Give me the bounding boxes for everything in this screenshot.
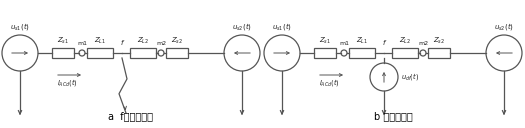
Bar <box>392 48 418 58</box>
Bar <box>314 48 336 58</box>
Text: $u_{s1}(t)$: $u_{s1}(t)$ <box>10 21 30 32</box>
Text: $u_{s2}(t)$: $u_{s2}(t)$ <box>494 21 514 32</box>
Circle shape <box>420 50 426 56</box>
Bar <box>87 48 113 58</box>
Bar <box>428 48 450 58</box>
Text: a  f点短路故障: a f点短路故障 <box>109 111 153 121</box>
Text: $Z_{s1}$: $Z_{s1}$ <box>57 36 69 46</box>
Text: $I_{ACd}(t)$: $I_{ACd}(t)$ <box>57 77 78 88</box>
Circle shape <box>341 50 347 56</box>
Text: $Z_{s1}$: $Z_{s1}$ <box>319 36 331 46</box>
Circle shape <box>158 50 164 56</box>
Text: m2: m2 <box>418 41 428 46</box>
Text: $Z_{L1}$: $Z_{L1}$ <box>94 36 106 46</box>
Text: m2: m2 <box>156 41 166 46</box>
Text: m1: m1 <box>77 41 87 46</box>
Text: $Z_{s2}$: $Z_{s2}$ <box>171 36 183 46</box>
Bar <box>166 48 188 58</box>
Text: b 等值电路图: b 等值电路图 <box>374 111 412 121</box>
Text: m1: m1 <box>339 41 349 46</box>
Text: $u_{s2}(t)$: $u_{s2}(t)$ <box>232 21 252 32</box>
Text: $I_{ACd}(t)$: $I_{ACd}(t)$ <box>319 77 340 88</box>
Circle shape <box>79 50 85 56</box>
Text: $u_{s1}(t)$: $u_{s1}(t)$ <box>272 21 292 32</box>
Text: $Z_{L1}$: $Z_{L1}$ <box>356 36 368 46</box>
Text: f: f <box>121 40 123 46</box>
Text: f: f <box>383 40 385 46</box>
Text: $Z_{L2}$: $Z_{L2}$ <box>399 36 411 46</box>
Text: $u_{df}(t)$: $u_{df}(t)$ <box>401 72 419 83</box>
Bar <box>52 48 74 58</box>
Bar <box>349 48 375 58</box>
Text: $Z_{s2}$: $Z_{s2}$ <box>433 36 445 46</box>
Text: $Z_{L2}$: $Z_{L2}$ <box>137 36 149 46</box>
Bar <box>130 48 156 58</box>
